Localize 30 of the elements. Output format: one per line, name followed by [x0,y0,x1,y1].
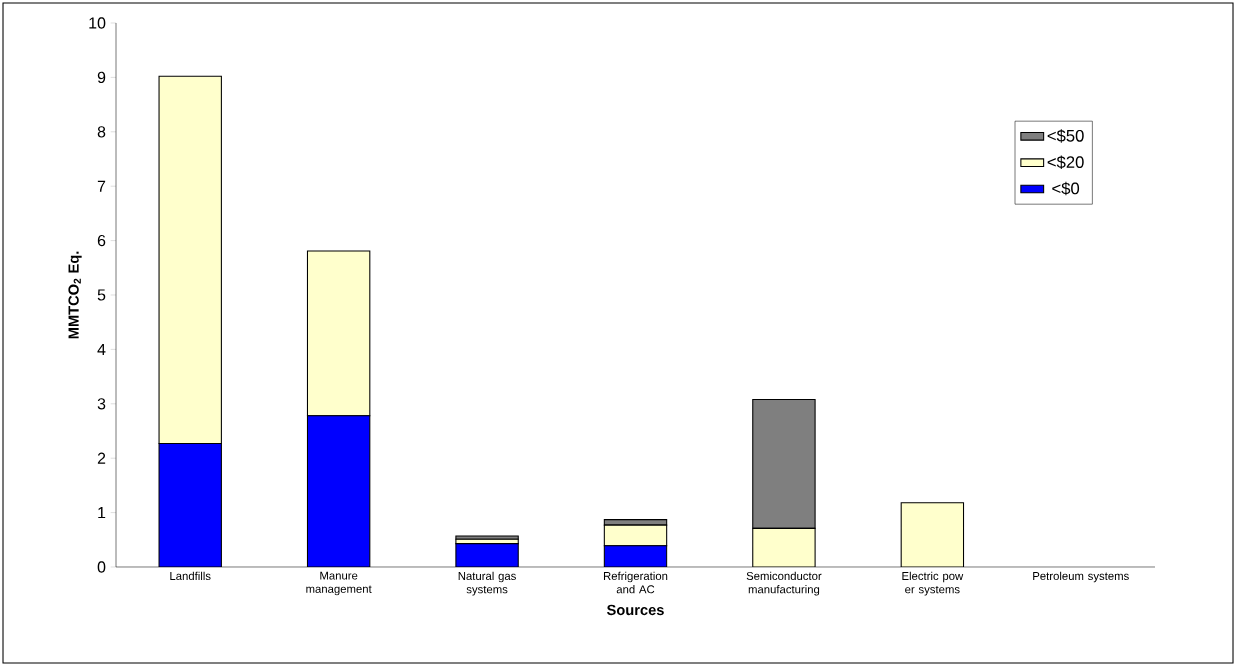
bar [603,524,668,547]
bar [752,398,816,529]
x-tick-label: Refrigeration and AC [603,571,668,594]
y-tick-label: 3 [97,398,106,410]
x-tick-label: Natural gas systems [458,571,516,596]
x-tick-label: Landfills [170,571,211,581]
bar [752,527,816,567]
y-tick-label: 5 [97,289,106,301]
y-tick-label: 4 [97,343,106,355]
x-tick-label: Electric pow er systems [902,571,964,596]
y-axis-title: MMTCO$_{2}$ Eq. [68,251,82,339]
y-tick-label: 10 [89,17,106,29]
legend-label: <$0 [1052,181,1080,196]
y-tick-label: 2 [97,452,106,464]
y-tick-label: 0 [97,561,106,573]
x-tick-label: Manure management [306,571,372,596]
bar [900,502,965,567]
bar [158,75,222,445]
legend-label: <$50 [1047,129,1084,143]
bar [455,535,519,540]
y-tick-label: 1 [98,507,106,519]
x-tick-label: Semiconductor manufacturing [746,571,822,596]
y-tick-label: 8 [97,126,106,138]
x-tick-label: Petroleum systems [1033,571,1129,583]
y-tick-label: 7 [97,180,106,192]
legend-label: <$20 [1047,155,1084,169]
y-tick-label: 9 [97,71,106,84]
bar [306,250,371,417]
y-tick-label: 6 [97,234,106,247]
x-axis-title: Sources [606,604,664,616]
